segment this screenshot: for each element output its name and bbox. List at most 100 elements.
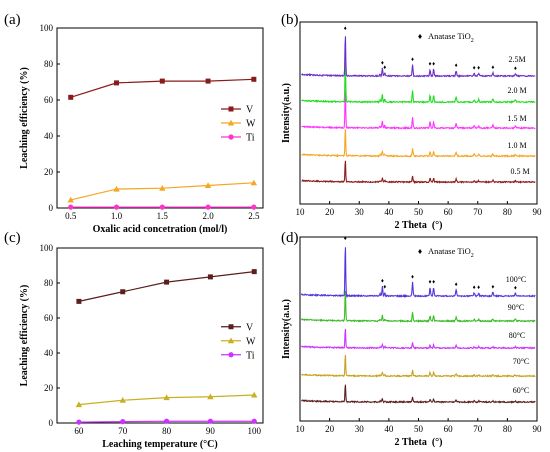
peak-marker: ♦ (432, 61, 435, 67)
peak-marker: ♦ (383, 284, 386, 290)
panel-2: (c) 0 20 40 60 80 100 60 70 80 90 100 Leaching tempe… (4, 230, 264, 450)
x-tick-label: 70 (118, 426, 128, 436)
peak-marker: ♦ (411, 57, 414, 63)
data-point-W (67, 196, 74, 203)
xrd-pattern-25M (301, 36, 536, 79)
phase-legend-marker: ♦ (418, 31, 423, 41)
legend-marker (228, 106, 234, 112)
y-tick-label: 80 (44, 278, 54, 288)
panel-label: (a) (4, 12, 21, 28)
peak-marker: ♦ (381, 279, 384, 285)
peak-marker: ♦ (514, 66, 517, 72)
x-tick-label: 0.5 (65, 211, 77, 221)
data-point-V (159, 78, 165, 84)
sample-label: 1.0 M (507, 141, 526, 150)
x-tick-label: 20 (325, 207, 335, 217)
xrd-pattern-20M (301, 62, 536, 104)
sample-label: 1.5 M (507, 114, 526, 123)
x-axis-label: Oxalic acid concetration (mol/l) (93, 224, 228, 235)
x-axis-label: 2 Theta (°) (395, 437, 443, 448)
xrd-pattern-10M (301, 129, 536, 158)
y-tick-label: 0 (49, 203, 54, 213)
peak-marker: ♦ (477, 65, 480, 71)
data-point-Ti (113, 204, 120, 210)
x-tick-label: 60 (444, 207, 454, 217)
data-point-W (75, 401, 83, 408)
peak-marker: ♦ (429, 61, 432, 67)
x-tick-label: 90 (533, 424, 543, 434)
sample-label: 2.0 M (507, 86, 526, 95)
data-point-W (163, 394, 170, 401)
data-point-Ti (207, 418, 214, 424)
xrd-pattern-60C (301, 384, 536, 404)
y-tick-label: 60 (44, 95, 54, 105)
panel-label: (d) (281, 230, 299, 246)
peak-marker: ♦ (455, 282, 458, 288)
legend-label: W (246, 119, 256, 130)
legend-marker (228, 134, 234, 140)
sample-label: 0.5 M (510, 167, 529, 176)
y-axis-label: Leaching efficiency (%) (19, 67, 30, 169)
data-point-W (251, 391, 258, 398)
x-tick-label: 50 (414, 207, 424, 217)
legend-label: V (246, 105, 254, 116)
x-tick-label: 50 (414, 424, 424, 434)
x-tick-label: 10 (296, 424, 306, 434)
peak-marker: ♦ (455, 63, 458, 69)
xrd-pattern-70C (301, 354, 536, 378)
x-tick-label: 30 (355, 207, 365, 217)
data-point-Ti (251, 418, 257, 424)
x-tick-label: 2.0 (202, 211, 214, 221)
legend-marker (228, 324, 234, 330)
x-tick-label: 100 (247, 426, 261, 436)
plot-frame (56, 27, 264, 209)
peak-marker: ♦ (514, 285, 517, 291)
peak-marker: ♦ (477, 285, 480, 291)
x-tick-label: 40 (384, 207, 394, 217)
phase-legend-marker: ♦ (418, 246, 423, 256)
plot-frame (299, 236, 538, 422)
x-tick-label: 90 (206, 426, 216, 436)
x-tick-label: 70 (473, 207, 483, 217)
legend-label: Ti (246, 350, 255, 361)
x-tick-label: 80 (503, 424, 513, 434)
data-point-V (205, 78, 211, 84)
data-point-Ti (68, 204, 74, 210)
y-axis-label: Intensity(a.u.) (281, 83, 292, 143)
data-point-V (251, 76, 257, 82)
data-point-W (207, 393, 214, 400)
peak-marker: ♦ (344, 26, 347, 32)
y-tick-label: 40 (44, 131, 54, 141)
sample-label: 70°C (513, 357, 530, 366)
legend-marker (227, 337, 235, 344)
y-tick-label: 20 (44, 383, 54, 393)
data-point-W (250, 179, 258, 186)
data-point-Ti (251, 204, 257, 210)
data-point-V (164, 279, 170, 285)
x-tick-label: 1.5 (157, 211, 169, 221)
x-axis-label: 2 Theta (°) (395, 220, 443, 231)
data-point-W (159, 185, 166, 191)
series-line-V (78, 271, 255, 302)
peak-marker: ♦ (432, 280, 435, 286)
peak-marker: ♦ (344, 236, 347, 242)
x-tick-label: 1.0 (111, 211, 123, 221)
sample-label: 2.5M (508, 55, 525, 64)
xrd-pattern-05M (301, 160, 536, 185)
y-tick-label: 0 (49, 418, 54, 428)
data-point-Ti (120, 419, 126, 425)
phase-legend-subscript: 2 (471, 38, 474, 44)
x-axis-label: Leaching temperature (°C) (102, 439, 217, 450)
sample-label: 80°C (509, 331, 526, 340)
plot-frame (299, 21, 538, 205)
x-tick-label: 40 (384, 424, 394, 434)
x-tick-label: 60 (74, 426, 84, 436)
peak-marker: ♦ (381, 60, 384, 66)
x-tick-label: 80 (503, 207, 513, 217)
x-tick-label: 90 (533, 207, 543, 217)
data-point-V (68, 94, 74, 100)
sample-label: 60°C (513, 386, 530, 395)
x-tick-label: 10 (296, 207, 306, 217)
x-tick-label: 70 (473, 424, 483, 434)
